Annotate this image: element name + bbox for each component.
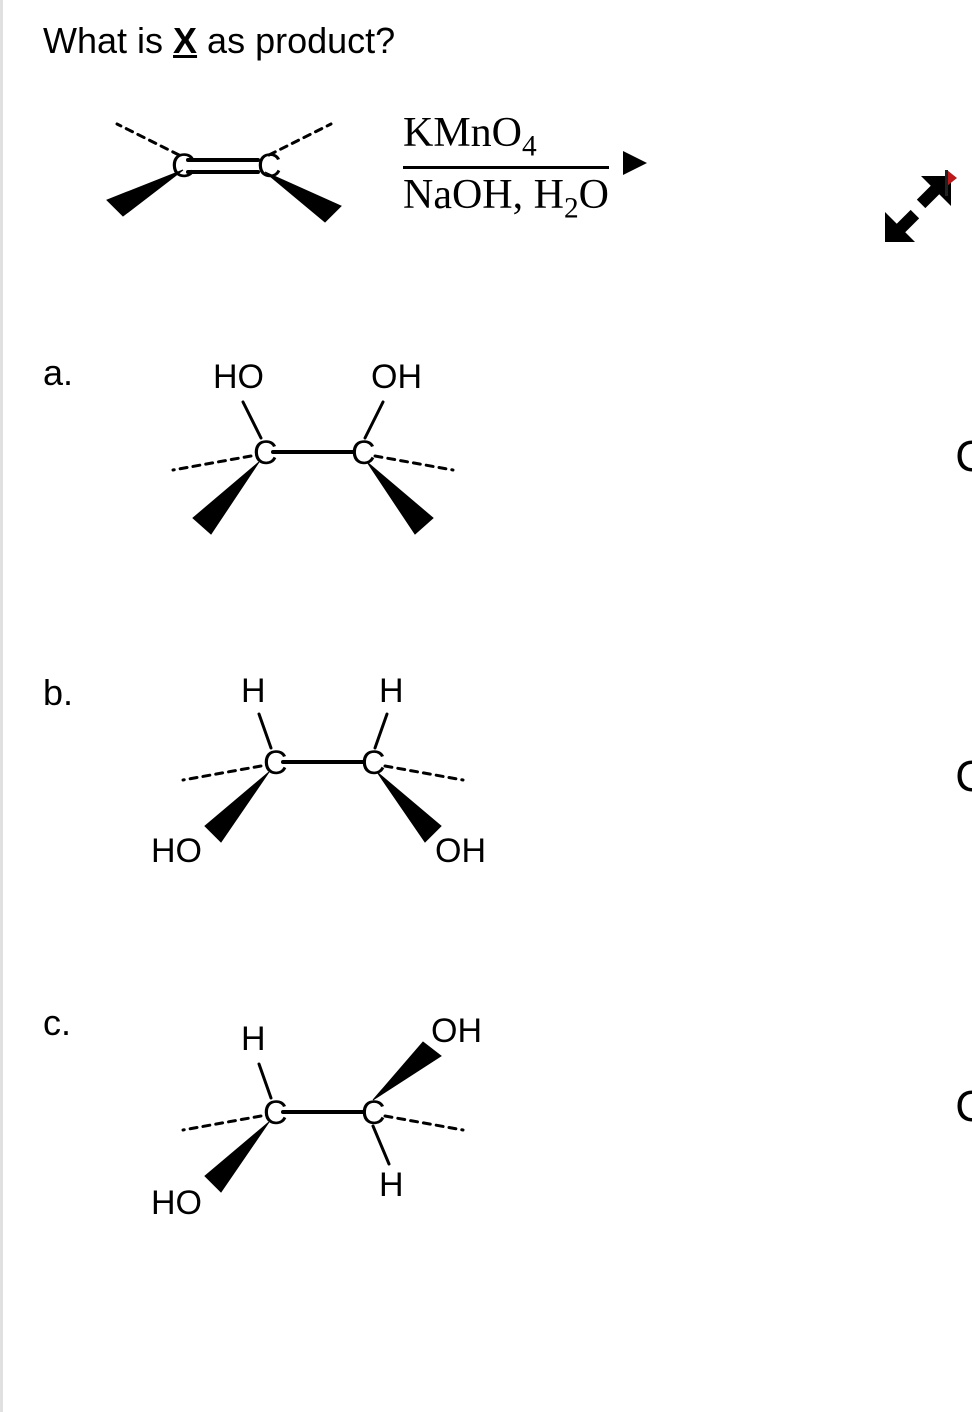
opt-c-br: H (379, 1166, 404, 1204)
option-a-structure: HO OH C C (113, 342, 513, 552)
option-a-label: a. (43, 342, 83, 394)
reagent-bottom-sub: 2 (564, 192, 579, 224)
opt-b-bl: HO (151, 832, 202, 870)
reactant-left-c: C (171, 147, 196, 185)
option-b-label: b. (43, 662, 83, 714)
question-text: What is X as product? (43, 20, 972, 62)
option-a[interactable]: a. HO (43, 342, 972, 552)
option-b-structure: H H HO OH C C (113, 662, 533, 882)
question-suffix: as product? (197, 20, 395, 61)
opt-c-tr: OH (431, 1012, 482, 1050)
reagent-bottom-a: NaOH, H (403, 172, 564, 218)
opt-a-cr: C (351, 434, 376, 472)
question-var: X (173, 20, 197, 61)
opt-b-cl: C (263, 744, 288, 782)
reagent-top-sub: 4 (522, 131, 537, 163)
reactant-right-c: C (257, 147, 282, 185)
opt-c-tl: H (241, 1020, 266, 1058)
reagent-arrow: KMnO4 NaOH, H2O (403, 107, 609, 226)
option-c-structure: H OH HO H C C (113, 992, 553, 1222)
option-c-label: c. (43, 992, 83, 1044)
option-b-radio-icon[interactable]: C (955, 752, 972, 802)
opt-b-br: OH (435, 832, 486, 870)
opt-a-tr: OH (371, 358, 422, 396)
reaction-scheme: C C KMnO4 NaOH, H2O (73, 92, 972, 242)
reagent-bottom-b: O (579, 172, 609, 218)
reactant-structure: C C (73, 92, 373, 242)
opt-a-cl: C (253, 434, 278, 472)
opt-b-tl: H (241, 672, 266, 710)
option-c[interactable]: c. H OH (43, 992, 972, 1222)
reaction-arrowhead-icon (623, 151, 647, 175)
question-prefix: What is (43, 20, 173, 61)
opt-c-bl: HO (151, 1184, 202, 1222)
option-a-radio-icon[interactable]: C (955, 432, 972, 482)
option-b[interactable]: b. H H H (43, 662, 972, 882)
option-c-radio-icon[interactable]: C (955, 1082, 972, 1132)
expand-icon[interactable] (879, 170, 957, 248)
opt-a-tl: HO (213, 358, 264, 396)
opt-c-cl: C (263, 1094, 288, 1132)
opt-b-tr: H (379, 672, 404, 710)
opt-b-cr: C (361, 744, 386, 782)
reagent-top: KMnO (403, 110, 522, 156)
opt-c-cr: C (361, 1094, 386, 1132)
